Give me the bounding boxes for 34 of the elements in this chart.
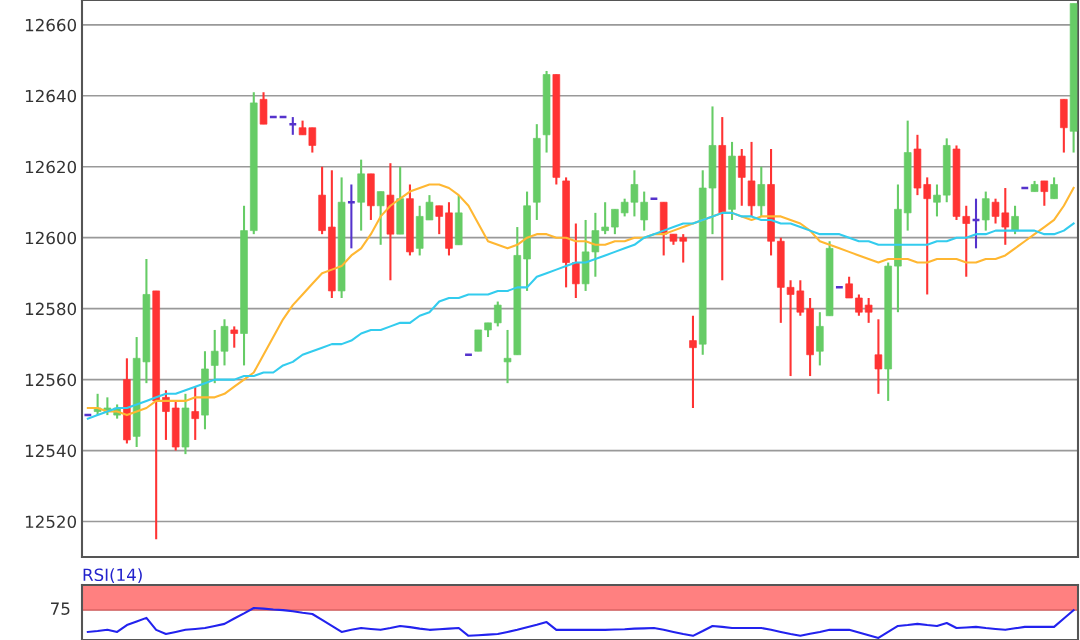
candlestick [738,147,746,207]
candlestick [474,328,483,353]
candlestick [494,300,502,328]
candlestick [874,318,883,395]
candlestick [601,201,609,236]
candlestick [933,183,941,218]
candlestick [845,275,853,300]
candlestick [1011,204,1019,236]
y-tick-label: 12560 [25,373,77,387]
candlestick [1050,176,1058,200]
candlestick [503,328,512,385]
y-tick-label: 12540 [25,444,77,458]
candlestick [1040,179,1049,207]
y-tick-label: 12660 [25,18,77,32]
candlestick [572,222,580,300]
text: 75 [51,602,70,615]
candlestick [982,190,990,232]
y-tick-label: 12520 [25,515,77,529]
candlestick [611,208,619,236]
candlestick [689,314,697,410]
candlestick [191,385,199,441]
candlestick [435,204,443,236]
candlestick [376,190,385,246]
candlestick [855,293,863,317]
y-tick-label: 12620 [25,160,77,174]
candlestick [640,190,648,232]
candlestick [162,389,170,441]
y-tick-label: 12640 [25,89,77,103]
y-tick-label: 12600 [25,231,77,245]
chart-title: RSI(14) [83,568,142,584]
y-tick-label: 12580 [25,302,77,316]
candlestick [864,296,873,324]
candlestick [757,165,766,218]
candlestick [230,325,239,349]
